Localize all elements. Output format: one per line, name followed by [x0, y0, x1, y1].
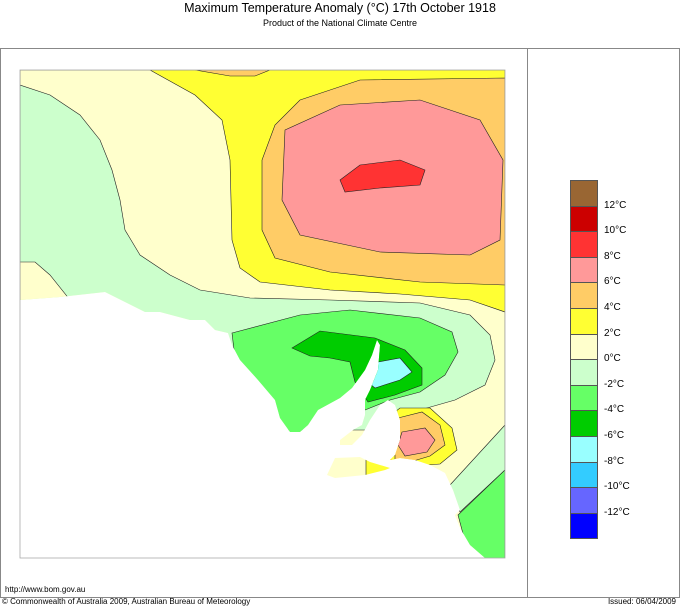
footer-copyright: © Commonwealth of Australia 2009, Austra…: [2, 597, 251, 606]
legend-swatch: [570, 231, 598, 258]
legend-label: 4°C: [604, 302, 621, 313]
legend-label: -2°C: [604, 378, 625, 390]
legend-label: 6°C: [604, 276, 621, 288]
legend-swatch: [570, 435, 598, 463]
legend-label: 12°C: [604, 199, 627, 211]
region-4-6-north: [194, 70, 271, 77]
footer-issued: Issued: 06/04/2009: [607, 597, 676, 606]
map-subtitle: Product of the National Climate Centre: [262, 18, 418, 28]
legend-label: 8°C: [604, 250, 621, 262]
region-0-2-west: [20, 261, 71, 306]
legend-swatch: [570, 333, 598, 361]
frame-divider: [527, 48, 528, 597]
legend-label: -12°C: [604, 506, 630, 518]
map-title: Maximum Temperature Anomaly (°C) 17th Oc…: [184, 1, 496, 15]
legend-label: 0°C: [604, 353, 621, 365]
legend-swatch: [570, 461, 598, 489]
footer-url: http://www.bom.gov.au: [5, 585, 86, 594]
colour-legend: 12°C 10°C 8°C 6°C 4°C 2°C 0°C -2°C -4°C -6°C -8°C -…: [570, 180, 630, 540]
legend-label: 2°C: [604, 327, 621, 339]
region-8-10: [339, 159, 426, 193]
legend-swatch: [570, 180, 598, 207]
legend-swatch: [570, 512, 598, 540]
legend-swatch: [570, 410, 598, 437]
legend-label: -8°C: [604, 455, 625, 467]
legend-swatch: [570, 256, 598, 284]
map-border: [19, 69, 506, 559]
legend-label: -4°C: [604, 404, 625, 416]
legend-label: -6°C: [604, 430, 625, 441]
legend-swatch: [570, 487, 598, 514]
legend-swatch: [570, 205, 598, 233]
legend-swatch: [570, 307, 598, 335]
legend-swatch: [570, 359, 598, 386]
legend-label: -10°C: [604, 481, 630, 493]
legend-label: 10°C: [604, 225, 627, 237]
region-minus6-minus4: [291, 330, 423, 403]
legend-swatch: [570, 282, 598, 309]
region-2-4-island: [365, 454, 396, 479]
legend-swatch: [570, 384, 598, 412]
